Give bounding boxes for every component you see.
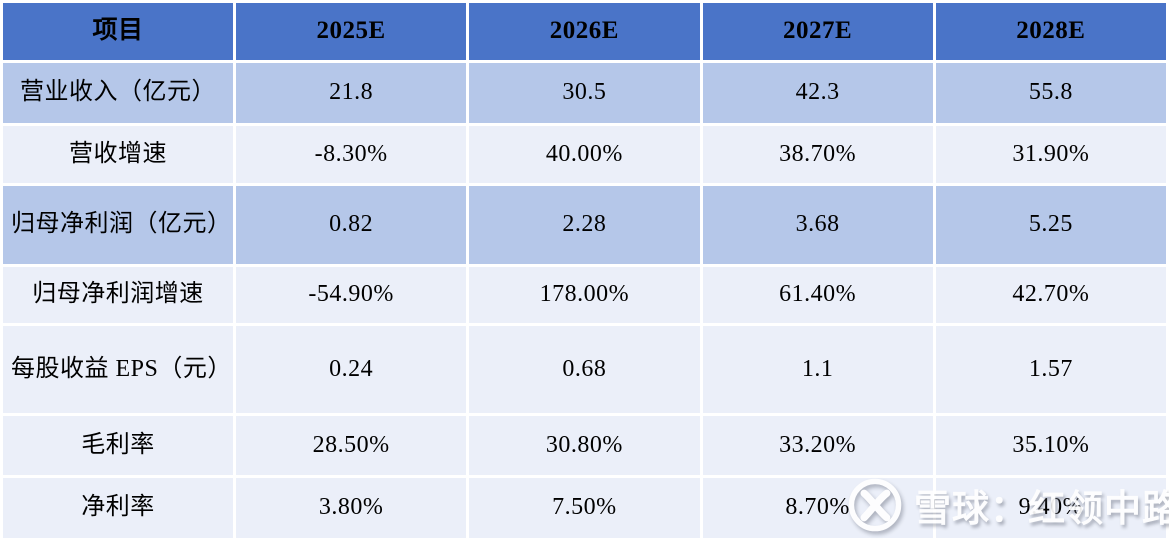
row-label-eps: 每股收益 EPS（元）: [3, 326, 233, 413]
header-cell-2025e: 2025E: [236, 3, 467, 60]
row-label-net-profit-growth: 归母净利润增速: [3, 267, 233, 323]
value-cell: 0.24: [236, 326, 467, 413]
value-cell: 5.25: [935, 186, 1166, 264]
value-cell: 31.90%: [935, 126, 1166, 183]
value-cell: 0.68: [469, 326, 700, 413]
header-cell-2027e: 2027E: [702, 3, 933, 60]
value-cell: 28.50%: [236, 416, 467, 475]
value-cell: 40.00%: [469, 126, 700, 183]
value-cell: 2.28: [469, 186, 700, 264]
value-cell: 38.70%: [702, 126, 933, 183]
value-cell: 7.50%: [469, 478, 700, 538]
row-label-net-margin: 净利率: [3, 478, 233, 538]
value-cell: 21.8: [236, 63, 467, 123]
value-cell: 35.10%: [935, 416, 1166, 475]
header-cell-2026e: 2026E: [469, 3, 700, 60]
value-cell: 61.40%: [702, 267, 933, 323]
value-cell: 55.8: [935, 63, 1166, 123]
value-cell: 30.80%: [469, 416, 700, 475]
value-cell: 9.40%: [935, 478, 1166, 538]
value-cell: -54.90%: [236, 267, 467, 323]
value-cell: 0.82: [236, 186, 467, 264]
value-cell: 1.1: [702, 326, 933, 413]
value-cell: 42.70%: [935, 267, 1166, 323]
value-cell: 33.20%: [702, 416, 933, 475]
value-cell: 3.80%: [236, 478, 467, 538]
row-label-revenue: 营业收入（亿元）: [3, 63, 233, 123]
value-cell: -8.30%: [236, 126, 467, 183]
header-cell-2028e: 2028E: [935, 3, 1166, 60]
row-label-gross-margin: 毛利率: [3, 416, 233, 475]
value-cell: 42.3: [702, 63, 933, 123]
value-cell: 178.00%: [469, 267, 700, 323]
value-cell: 3.68: [702, 186, 933, 264]
value-cell: 8.70%: [702, 478, 933, 538]
value-cell: 1.57: [935, 326, 1166, 413]
value-cell: 30.5: [469, 63, 700, 123]
row-label-net-profit: 归母净利润（亿元）: [3, 186, 233, 264]
row-label-revenue-growth: 营收增速: [3, 126, 233, 183]
header-cell-item: 项目: [3, 3, 233, 60]
